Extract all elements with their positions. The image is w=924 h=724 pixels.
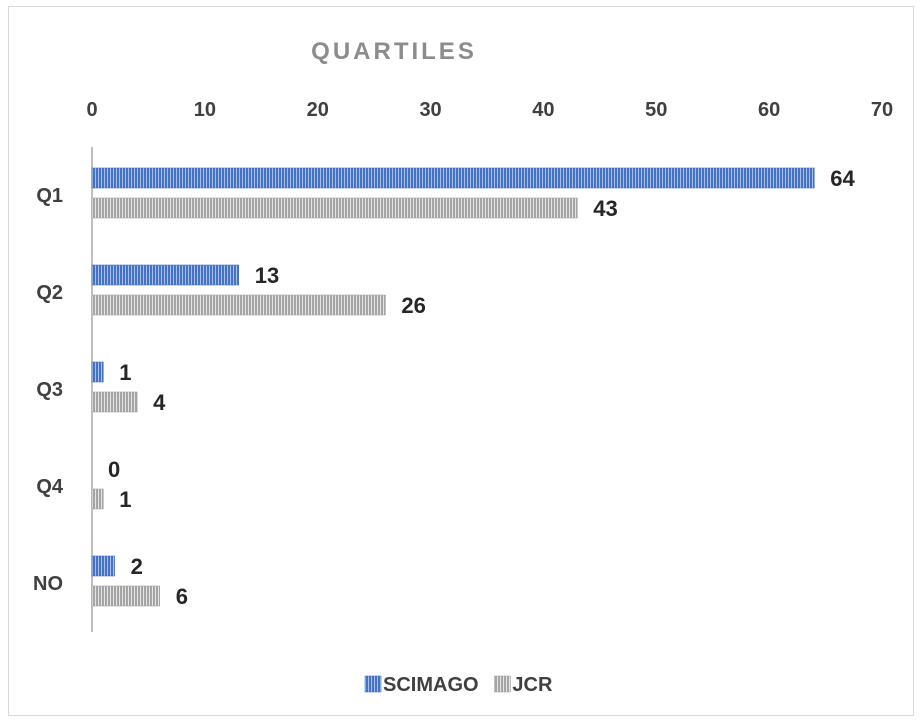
x-tick-label: 10 bbox=[194, 99, 216, 121]
category-label: Q4 bbox=[36, 476, 64, 498]
data-label: 0 bbox=[108, 457, 120, 482]
x-tick-label: 60 bbox=[758, 99, 780, 121]
bar-jcr-no bbox=[91, 585, 161, 607]
bar-jcr-q4 bbox=[91, 488, 104, 510]
x-tick-label: 30 bbox=[419, 99, 441, 121]
category-labels: Q1 Q2 Q3 Q4 NO bbox=[33, 185, 64, 595]
bar-scimago-q1 bbox=[91, 167, 815, 189]
data-label: 64 bbox=[830, 166, 855, 191]
category-label: Q3 bbox=[36, 379, 63, 401]
data-label: 2 bbox=[131, 554, 143, 579]
x-tick-label: 40 bbox=[532, 99, 554, 121]
chart-title: QUARTILES bbox=[311, 38, 477, 65]
bar-jcr-q2 bbox=[91, 294, 386, 316]
bar-jcr-q1 bbox=[91, 197, 578, 219]
x-tick-label: 0 bbox=[86, 99, 97, 121]
data-label: 13 bbox=[255, 263, 279, 288]
bar-scimago-q2 bbox=[91, 264, 240, 286]
bar-scimago-q3 bbox=[91, 361, 104, 383]
data-label: 6 bbox=[176, 584, 188, 609]
chart-container: QUARTILES 0 10 20 30 40 50 60 70 Q1 Q2 Q3 Q4 NO 64 4… bbox=[8, 6, 914, 716]
data-label: 26 bbox=[401, 293, 425, 318]
legend-label: JCR bbox=[512, 674, 553, 696]
category-label: NO bbox=[33, 573, 63, 595]
bar-scimago-no bbox=[91, 555, 115, 577]
legend-swatch-scimago bbox=[364, 675, 382, 693]
bar-jcr-q3 bbox=[91, 391, 138, 413]
data-label: 43 bbox=[593, 196, 617, 221]
x-tick-label: 20 bbox=[307, 99, 329, 121]
bars bbox=[91, 167, 815, 607]
category-label: Q2 bbox=[36, 282, 63, 304]
legend: SCIMAGO JCR bbox=[364, 674, 553, 696]
x-tick-label: 50 bbox=[645, 99, 667, 121]
data-label: 1 bbox=[119, 360, 131, 385]
legend-label: SCIMAGO bbox=[383, 674, 479, 696]
data-label: 1 bbox=[119, 487, 131, 512]
x-axis-ticks: 0 10 20 30 40 50 60 70 bbox=[86, 99, 893, 121]
data-label: 4 bbox=[153, 390, 166, 415]
legend-swatch-jcr bbox=[494, 675, 511, 693]
x-tick-label: 70 bbox=[871, 99, 893, 121]
category-label: Q1 bbox=[36, 185, 63, 207]
